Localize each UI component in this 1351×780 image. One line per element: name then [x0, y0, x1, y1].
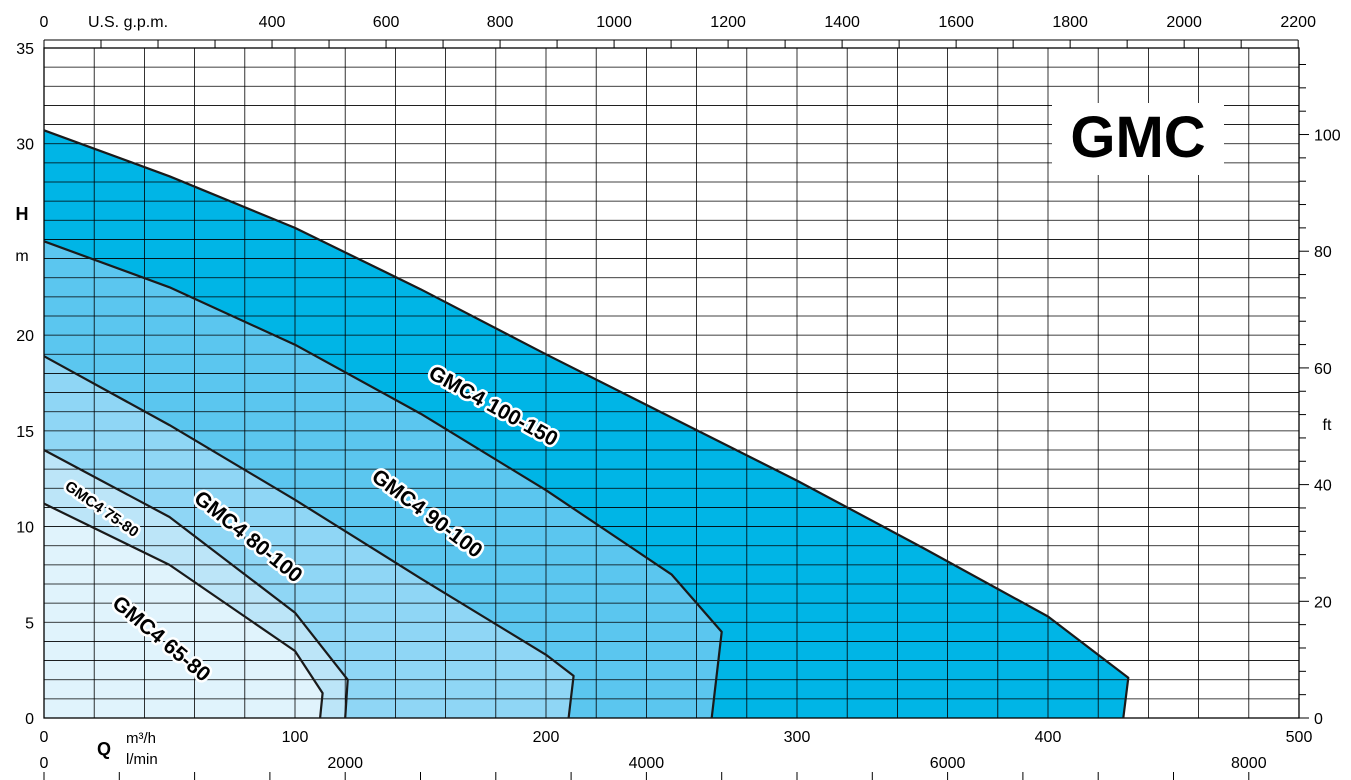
- y-axis-symbol: H: [16, 204, 29, 224]
- x-tick-label-m3h: 200: [533, 729, 560, 746]
- top-tick-label: 1400: [824, 14, 860, 31]
- y-axis-unit: m: [15, 248, 28, 265]
- y-tick-label: 0: [25, 711, 34, 728]
- top-tick-label: 2000: [1166, 14, 1202, 31]
- top-tick-label: 0: [40, 14, 49, 31]
- curve-line-2: [43, 355, 575, 719]
- grid: [44, 48, 1299, 718]
- x-tick-label-m3h: 0: [40, 729, 49, 746]
- right-tick-label: 60: [1314, 361, 1332, 378]
- y-tick-label: 20: [16, 328, 34, 345]
- chart-title: GMC: [1070, 105, 1205, 170]
- x-tick-label-lmin: 4000: [629, 755, 665, 772]
- title-background: [1052, 103, 1224, 175]
- top-tick-label: 1000: [596, 14, 632, 31]
- curve-line-3: [43, 449, 349, 719]
- top-tick-label: 600: [373, 14, 400, 31]
- y-tick-label: 15: [16, 424, 34, 441]
- top-tick-label: 1800: [1052, 14, 1088, 31]
- x-tick-label-m3h: 300: [784, 729, 811, 746]
- top-tick-label: 1600: [938, 14, 974, 31]
- x-tick-label-m3h: 100: [282, 729, 309, 746]
- curve-outlines: [43, 129, 1130, 719]
- curve-line-4: [43, 502, 324, 719]
- right-tick-label: 40: [1314, 478, 1332, 495]
- top-tick-label: 400: [259, 14, 286, 31]
- x-tick-label-m3h: 400: [1035, 729, 1062, 746]
- x-tick-label-lmin: 0: [40, 755, 49, 772]
- y-tick-label: 30: [16, 137, 34, 154]
- x-axis-symbol: Q: [97, 739, 111, 759]
- y-tick-label: 5: [25, 615, 34, 632]
- right-axis-unit: ft: [1323, 417, 1332, 434]
- top-tick-label: 2200: [1280, 14, 1316, 31]
- x-tick-label-lmin: 2000: [327, 755, 363, 772]
- curves-layer: [44, 130, 1129, 719]
- top-axis-unit: U.S. g.p.m.: [88, 14, 168, 31]
- curve-line-1: [43, 240, 723, 719]
- curve-line-0: [43, 129, 1130, 719]
- x-tick-label-lmin: 8000: [1231, 755, 1267, 772]
- right-tick-label: 100: [1314, 128, 1341, 145]
- right-tick-label: 0: [1314, 711, 1323, 728]
- x-tick-label-lmin: 6000: [930, 755, 966, 772]
- y-tick-label: 10: [16, 520, 34, 537]
- x-tick-label-m3h: 500: [1286, 729, 1313, 746]
- right-tick-label: 20: [1314, 594, 1332, 611]
- top-tick-label: 1200: [710, 14, 746, 31]
- right-tick-label: 80: [1314, 244, 1332, 261]
- x-axis-unit-m3h: m³/h: [126, 730, 156, 747]
- curve-area-4: [44, 503, 323, 718]
- x-axis-unit-lmin: l/min: [126, 751, 158, 768]
- y-tick-label: 35: [16, 41, 34, 58]
- top-tick-label: 800: [487, 14, 514, 31]
